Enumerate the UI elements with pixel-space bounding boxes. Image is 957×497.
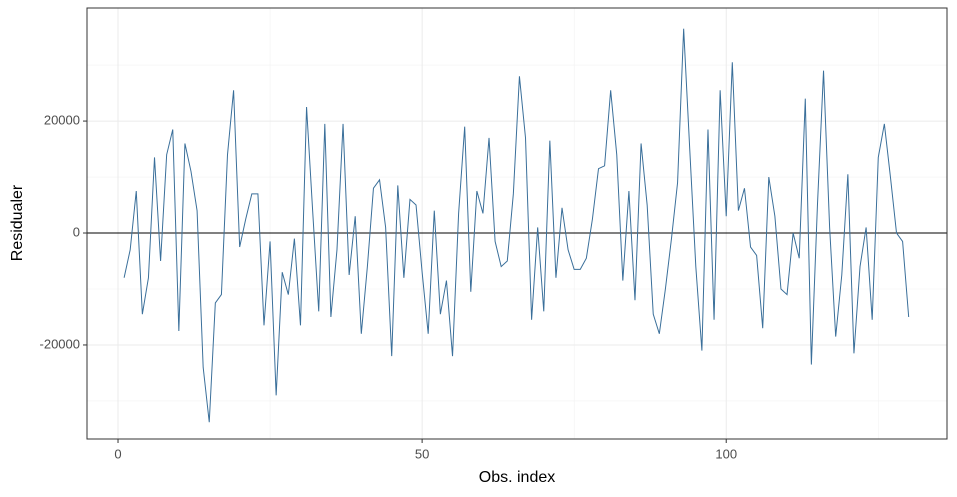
y-tick-label: 0 xyxy=(73,224,80,239)
x-tick-label: 100 xyxy=(715,446,737,461)
residual-line xyxy=(123,28,910,423)
y-tick-label: -20000 xyxy=(40,336,80,351)
x-axis-title: Obs. index xyxy=(479,469,555,486)
x-tick-label: 0 xyxy=(114,446,121,461)
x-tick-label: 50 xyxy=(415,446,429,461)
y-axis-title: Residualer xyxy=(9,184,26,261)
y-tick-label: 20000 xyxy=(44,113,80,128)
panel-border xyxy=(86,7,948,440)
